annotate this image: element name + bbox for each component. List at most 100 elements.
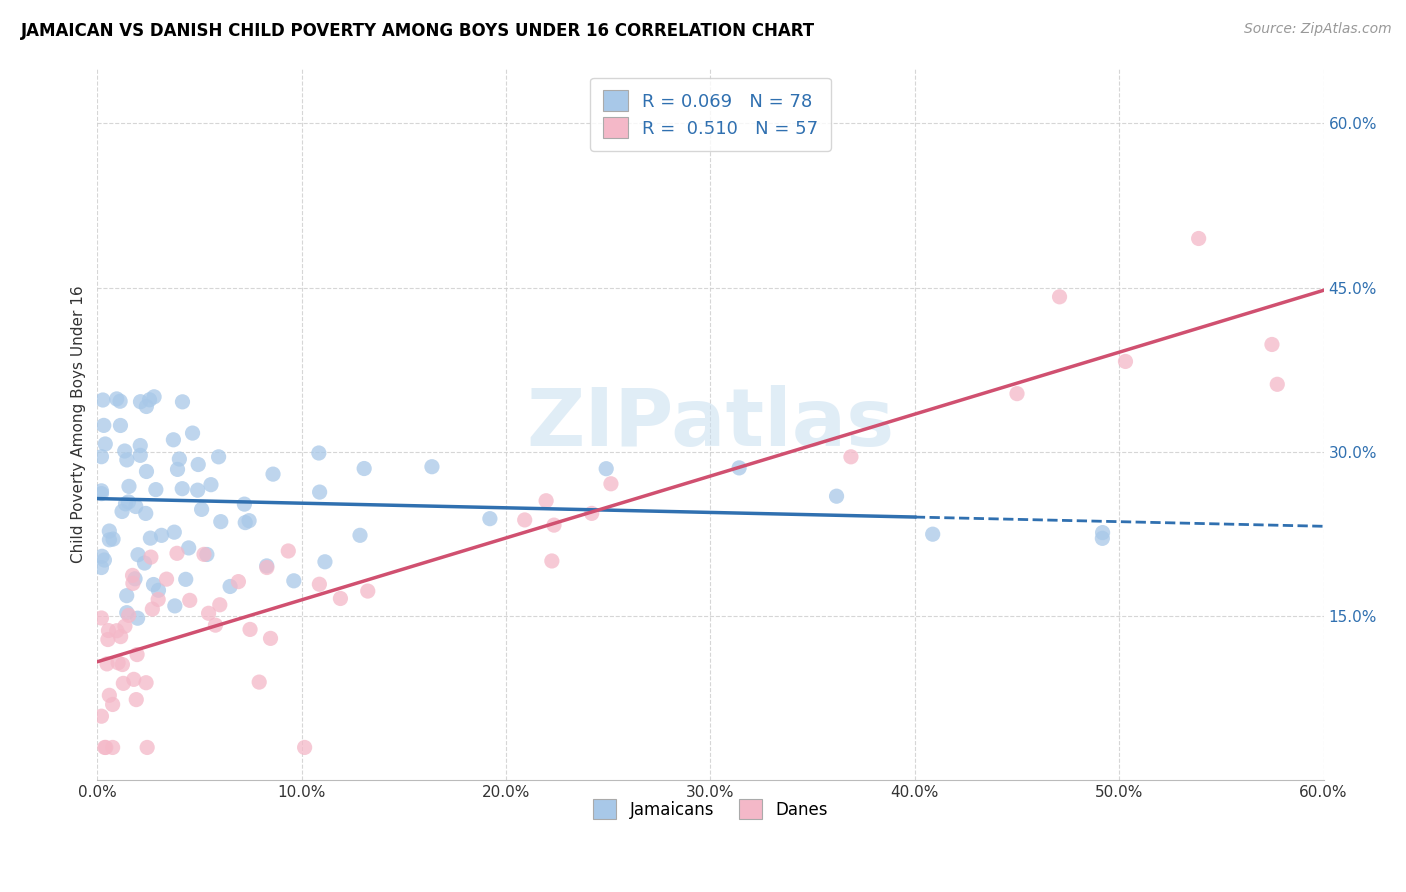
Point — [94, 740, 117, 755]
Point — [478, 511, 501, 525]
Point — [1005, 386, 1028, 401]
Point — [111, 504, 134, 518]
Legend: Jamaicans, Danes: Jamaicans, Danes — [586, 793, 835, 825]
Point — [172, 394, 194, 409]
Point — [94, 437, 117, 451]
Point — [98, 533, 121, 547]
Point — [97, 624, 120, 638]
Point — [357, 584, 380, 599]
Point — [1049, 290, 1071, 304]
Point — [193, 547, 215, 561]
Point — [98, 689, 121, 703]
Point — [1091, 532, 1114, 546]
Point — [91, 549, 114, 564]
Point — [115, 453, 138, 467]
Point — [162, 433, 184, 447]
Point — [146, 592, 169, 607]
Point — [122, 576, 145, 591]
Point — [163, 525, 186, 540]
Point — [135, 507, 157, 521]
Point — [125, 500, 148, 514]
Point — [143, 390, 166, 404]
Point — [125, 648, 148, 662]
Point — [90, 486, 112, 500]
Point — [177, 541, 200, 555]
Point — [139, 550, 162, 565]
Point — [114, 444, 136, 458]
Point — [93, 740, 115, 755]
Point — [107, 656, 129, 670]
Point — [247, 675, 270, 690]
Point — [200, 477, 222, 491]
Point — [129, 439, 152, 453]
Point — [127, 548, 149, 562]
Point — [308, 485, 330, 500]
Point — [179, 593, 201, 607]
Point — [110, 418, 132, 433]
Point — [1188, 231, 1211, 245]
Text: Source: ZipAtlas.com: Source: ZipAtlas.com — [1244, 22, 1392, 37]
Point — [277, 544, 299, 558]
Point — [187, 458, 209, 472]
Point — [129, 394, 152, 409]
Point — [513, 513, 536, 527]
Point — [135, 675, 157, 690]
Point — [90, 450, 112, 464]
Y-axis label: Child Poverty Among Boys Under 16: Child Poverty Among Boys Under 16 — [72, 285, 86, 563]
Point — [349, 528, 371, 542]
Point — [209, 515, 232, 529]
Point — [90, 483, 112, 498]
Point — [283, 574, 305, 588]
Point — [172, 482, 194, 496]
Point — [314, 555, 336, 569]
Point — [329, 591, 352, 606]
Point — [135, 465, 157, 479]
Point — [97, 632, 120, 647]
Point — [1265, 377, 1288, 392]
Point — [115, 606, 138, 620]
Point — [219, 579, 242, 593]
Point — [105, 624, 128, 638]
Point — [129, 448, 152, 462]
Point — [125, 692, 148, 706]
Point — [294, 740, 316, 755]
Point — [1091, 525, 1114, 540]
Point — [96, 657, 118, 671]
Point — [174, 572, 197, 586]
Point — [101, 532, 124, 546]
Point — [581, 507, 603, 521]
Point — [138, 392, 160, 407]
Point — [101, 698, 124, 712]
Point — [233, 497, 256, 511]
Point — [1114, 354, 1136, 368]
Point — [90, 611, 112, 625]
Point — [166, 546, 188, 560]
Point — [420, 459, 443, 474]
Point — [93, 418, 115, 433]
Point — [197, 607, 219, 621]
Point — [195, 548, 218, 562]
Point — [145, 483, 167, 497]
Point — [207, 450, 229, 464]
Point — [256, 560, 278, 574]
Point — [142, 577, 165, 591]
Point — [308, 577, 330, 591]
Point — [101, 740, 124, 755]
Point — [187, 483, 209, 498]
Point — [115, 589, 138, 603]
Point — [921, 527, 943, 541]
Point — [308, 446, 330, 460]
Point — [238, 514, 260, 528]
Point — [204, 618, 226, 632]
Point — [121, 568, 143, 582]
Point — [98, 524, 121, 538]
Point — [595, 461, 617, 475]
Point — [259, 632, 281, 646]
Point — [256, 558, 278, 573]
Point — [124, 572, 146, 586]
Point — [111, 657, 134, 672]
Point — [90, 709, 112, 723]
Point — [122, 673, 145, 687]
Text: ZIPatlas: ZIPatlas — [526, 385, 894, 464]
Point — [108, 394, 131, 409]
